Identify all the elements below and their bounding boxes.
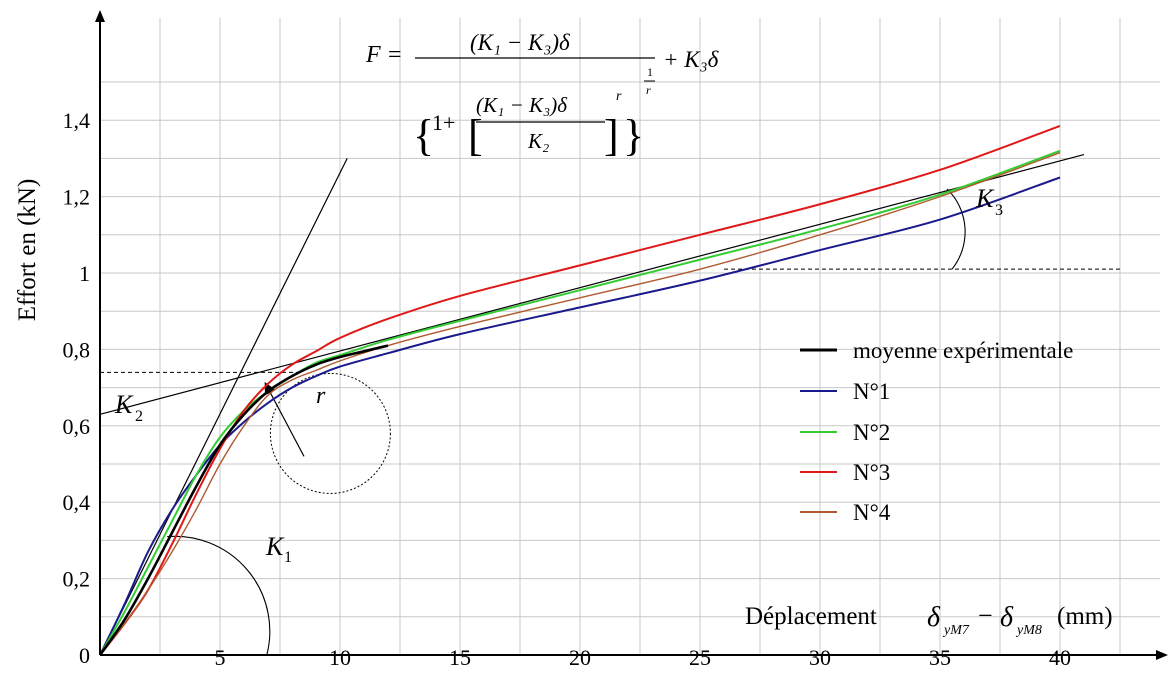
r-curvature-circle [269, 372, 391, 494]
x-tick-label: 10 [329, 645, 351, 670]
formula-right-brace: } [623, 111, 644, 160]
x-axis-sub-1: yM7 [942, 623, 970, 638]
x-tick-label: 20 [569, 645, 591, 670]
grid [100, 18, 1160, 655]
x-axis-arrow [1156, 650, 1168, 660]
series-line-n2 [99, 149, 1061, 656]
legend: moyenne expérimentale N°1 N°2 N°3 N°4 [800, 338, 1073, 525]
y-axis-label: Effort en (kN) [14, 179, 41, 322]
k1-letter: K [265, 532, 285, 561]
y-tick-label: 1 [79, 261, 90, 286]
legend-label: N°4 [853, 500, 891, 525]
formula-exp-outer-num: 1 [647, 65, 653, 79]
x-tick-label: 25 [689, 645, 711, 670]
formula-left-bracket: [ [468, 111, 483, 160]
k1-label: K 1 [265, 532, 292, 566]
x-axis-delta-2: δ [1000, 602, 1014, 633]
y-tick-label: 0 [79, 643, 90, 668]
x-axis-label: Déplacement δ yM7 − δ yM8 (mm) [745, 601, 1113, 638]
x-axis-unit: (mm) [1057, 603, 1113, 630]
x-tick-label: 35 [929, 645, 951, 670]
k3-label: K 3 [975, 184, 1003, 219]
r-arrow [264, 382, 305, 457]
y-tick-label: 1,4 [63, 108, 91, 133]
legend-item: moyenne expérimentale [800, 338, 1073, 363]
y-tick-label: 0,8 [63, 337, 91, 362]
k3-letter: K [975, 184, 995, 213]
annotation-lines [99, 153, 1120, 656]
x-tick-label: 30 [809, 645, 831, 670]
formula-den-one: 1+ [432, 110, 455, 135]
legend-item: N°2 [800, 420, 890, 445]
k2-letter: K [114, 390, 134, 419]
formula-numerator: (K₁ − K₃)δ [470, 30, 570, 55]
formula-lhs: F [365, 42, 381, 68]
k1-angle-arc [167, 535, 271, 656]
y-tick-labels: 0 0,2 0,4 0,6 0,8 1 1,2 1,4 [63, 108, 91, 668]
formula-left-brace: { [413, 111, 434, 160]
legend-label: N°1 [853, 379, 890, 404]
y-tick-label: 0,6 [63, 414, 91, 439]
k3-angle-arc [946, 188, 966, 270]
legend-item: N°3 [800, 460, 890, 485]
formula-inner-numerator: (K₁ − K₃)δ [476, 93, 568, 117]
axes [95, 10, 1168, 660]
legend-item: N°4 [800, 500, 891, 525]
x-axis-delta-1: δ [927, 602, 941, 633]
formula-inner-denominator: K₂ [527, 129, 549, 153]
k2-label: K 2 [114, 390, 143, 425]
formula-tail: + K₃δ [663, 47, 719, 72]
k2-subscript: 2 [135, 408, 143, 425]
legend-label: moyenne expérimentale [853, 338, 1073, 363]
series-line-mean [98, 344, 389, 656]
y-tick-label: 1,2 [63, 185, 91, 210]
y-tick-label: 0,2 [63, 567, 91, 592]
formula: F = (K₁ − K₃)δ { 1+ [ (K₁ − K₃)δ K₂ ] r … [365, 30, 719, 160]
formula-eq: = [388, 42, 402, 68]
formula-right-bracket: ] [604, 111, 619, 160]
k1-subscript: 1 [284, 549, 292, 566]
legend-label: N°2 [853, 420, 890, 445]
x-axis-minus: − [978, 601, 993, 630]
x-tick-labels: 5 10 15 20 25 30 35 40 [215, 645, 1072, 670]
x-tick-label: 5 [215, 645, 226, 670]
x-tick-label: 40 [1049, 645, 1071, 670]
y-axis-arrow [95, 10, 105, 22]
x-tick-label: 15 [449, 645, 471, 670]
legend-label: N°3 [853, 460, 890, 485]
x-axis-label-text: Déplacement [745, 603, 877, 630]
series-group [98, 124, 1061, 656]
series-line-n1 [99, 176, 1061, 656]
series-line-n4 [99, 152, 1061, 656]
y-tick-label: 0,4 [63, 490, 91, 515]
k1-tangent-line [99, 158, 348, 656]
formula-exp-r: r [616, 89, 622, 104]
series-line-n3 [99, 124, 1061, 656]
legend-item: N°1 [800, 379, 890, 404]
r-label: r [316, 383, 326, 409]
x-axis-sub-2: yM8 [1015, 623, 1042, 638]
k2-asymptote-line [99, 153, 1085, 415]
formula-exp-outer-den: r [646, 83, 651, 97]
k3-subscript: 3 [995, 202, 1003, 219]
